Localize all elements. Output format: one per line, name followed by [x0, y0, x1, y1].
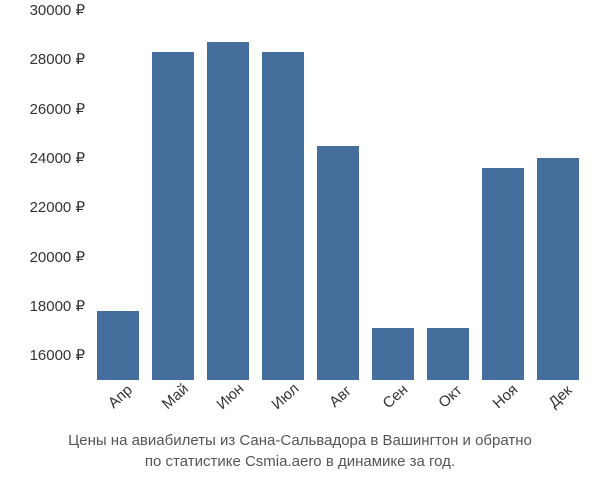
- bar: [372, 328, 414, 380]
- y-tick: 22000 ₽: [0, 198, 85, 216]
- bar: [97, 311, 139, 380]
- y-tick: 28000 ₽: [0, 50, 85, 68]
- bar: [152, 52, 194, 380]
- bar: [427, 328, 469, 380]
- bar: [207, 42, 249, 380]
- chart-caption: Цены на авиабилеты из Сана-Сальвадора в …: [0, 430, 600, 472]
- bar: [482, 168, 524, 380]
- y-tick: 24000 ₽: [0, 149, 85, 167]
- y-axis: 16000 ₽ 18000 ₽ 20000 ₽ 22000 ₽ 24000 ₽ 26000…: [0, 10, 85, 380]
- bar: [537, 158, 579, 380]
- price-chart: 16000 ₽ 18000 ₽ 20000 ₽ 22000 ₽ 24000 ₽ 26000…: [0, 0, 600, 500]
- y-tick: 20000 ₽: [0, 248, 85, 266]
- y-tick: 18000 ₽: [0, 297, 85, 315]
- y-tick: 26000 ₽: [0, 100, 85, 118]
- caption-line-1: Цены на авиабилеты из Сана-Сальвадора в …: [68, 432, 532, 449]
- plot-area: [90, 10, 585, 380]
- bars-group: [90, 10, 585, 380]
- y-tick: 16000 ₽: [0, 346, 85, 364]
- caption-line-2: по статистике Csmia.aero в динамике за г…: [145, 453, 455, 470]
- y-tick: 30000 ₽: [0, 1, 85, 19]
- bar: [317, 146, 359, 380]
- bar: [262, 52, 304, 380]
